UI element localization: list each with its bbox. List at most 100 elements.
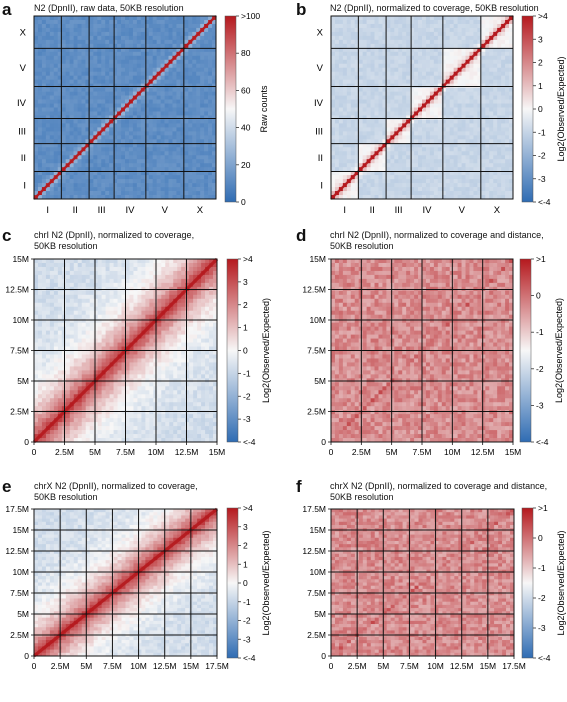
- heatmap-cell: [37, 350, 43, 355]
- colorbar-tick-label: 60: [241, 85, 251, 95]
- heatmap-cell: [445, 87, 451, 92]
- heatmap-cell: [101, 91, 106, 96]
- heatmap-cell: [425, 51, 431, 57]
- heatmap-cell: [89, 75, 94, 80]
- heatmap-cell: [457, 31, 462, 37]
- heatmap-cell: [410, 139, 415, 144]
- heatmap-cell: [61, 71, 67, 77]
- heatmap-cell: [45, 410, 51, 415]
- heatmap-cell: [37, 270, 43, 276]
- heatmap-cell: [69, 123, 74, 128]
- heatmap-cell: [41, 330, 47, 335]
- heatmap-cell: [57, 155, 63, 160]
- heatmap-cell: [45, 322, 51, 327]
- heatmap-cell: [196, 167, 201, 172]
- heatmap-cell: [208, 39, 213, 45]
- heatmap-cell: [441, 16, 447, 21]
- heatmap-cell: [49, 354, 55, 359]
- heatmap-cell: [358, 179, 364, 184]
- heatmap-cell: [485, 31, 490, 37]
- heatmap-cell: [37, 334, 43, 339]
- heatmap-cell: [429, 131, 435, 136]
- heatmap-cell: [505, 79, 510, 84]
- heatmap-cell: [449, 99, 455, 104]
- heatmap-cell: [81, 438, 87, 443]
- heatmap-cell: [41, 111, 47, 116]
- heatmap-cell: [34, 426, 39, 431]
- heatmap-cell: [334, 71, 340, 77]
- y-tick-label: X: [317, 28, 324, 39]
- heatmap-cell: [418, 131, 423, 136]
- heatmap-cell: [334, 87, 340, 92]
- heatmap-cell: [81, 306, 87, 312]
- heatmap-cell: [382, 16, 387, 21]
- heatmap-cell: [101, 155, 106, 160]
- heatmap-cell: [81, 410, 87, 415]
- heatmap-cell: [394, 87, 399, 92]
- heatmap-cell: [366, 191, 371, 196]
- heatmap-cell: [53, 374, 59, 379]
- heatmap-cell: [45, 338, 51, 343]
- heatmap-cell: [41, 107, 47, 112]
- heatmap-cell: [73, 51, 78, 57]
- heatmap-cell: [445, 155, 451, 160]
- heatmap-cell: [461, 47, 466, 53]
- heatmap-cell: [461, 179, 466, 184]
- heatmap-cell: [81, 394, 87, 399]
- heatmap-cell: [422, 115, 427, 120]
- heatmap-cell: [509, 27, 514, 33]
- heatmap-cell: [212, 95, 217, 100]
- heatmap-cell: [481, 155, 486, 160]
- heatmap-cell: [73, 191, 78, 196]
- heatmap-cell: [350, 91, 356, 96]
- heatmap-cell: [204, 79, 209, 84]
- heatmap-cell: [469, 159, 474, 164]
- heatmap-cell: [73, 342, 79, 347]
- heatmap-cell: [69, 175, 74, 180]
- heatmap-cell: [422, 43, 427, 49]
- heatmap-cell: [453, 135, 458, 140]
- heatmap-cell: [113, 47, 118, 53]
- heatmap-cell: [113, 79, 118, 84]
- heatmap-cell: [57, 370, 63, 375]
- panel-letter: d: [296, 226, 307, 245]
- heatmap-cell: [418, 191, 423, 196]
- heatmap-cell: [101, 95, 106, 100]
- heatmap-cell: [386, 99, 391, 104]
- heatmap-cell: [77, 410, 83, 415]
- heatmap-cell: [85, 282, 91, 288]
- heatmap-cell: [429, 111, 435, 116]
- heatmap-cell: [410, 35, 415, 41]
- heatmap-cell: [49, 342, 55, 347]
- heatmap-cell: [97, 171, 102, 176]
- heatmap-cell: [128, 91, 134, 96]
- heatmap-cell: [362, 99, 367, 104]
- heatmap-cell: [69, 75, 74, 80]
- heatmap-cell: [61, 91, 67, 96]
- heatmap-cell: [362, 183, 367, 188]
- heatmap-cell: [469, 123, 474, 128]
- heatmap-cell: [354, 79, 360, 84]
- heatmap-cell: [346, 67, 352, 73]
- heatmap-cell: [49, 67, 55, 73]
- heatmap-cell: [370, 131, 375, 136]
- heatmap-cell: [69, 31, 74, 37]
- heatmap-cell: [445, 23, 451, 29]
- heatmap-cell: [85, 179, 90, 184]
- heatmap-cell: [57, 115, 63, 120]
- heatmap-cell: [45, 350, 51, 355]
- heatmap-cell: [346, 19, 352, 25]
- heatmap-cell: [449, 155, 455, 160]
- heatmap-cell: [85, 91, 90, 96]
- heatmap-cell: [41, 175, 47, 180]
- heatmap-cell: [394, 187, 399, 192]
- heatmap-cell: [196, 99, 201, 104]
- heatmap-cell: [422, 151, 427, 156]
- heatmap-cell: [49, 43, 55, 49]
- heatmap-cell: [77, 99, 82, 104]
- heatmap-cell: [354, 131, 360, 136]
- heatmap-cell: [457, 195, 462, 200]
- heatmap-cell: [41, 179, 47, 184]
- heatmap-cell: [69, 27, 74, 33]
- heatmap-cell: [69, 139, 74, 144]
